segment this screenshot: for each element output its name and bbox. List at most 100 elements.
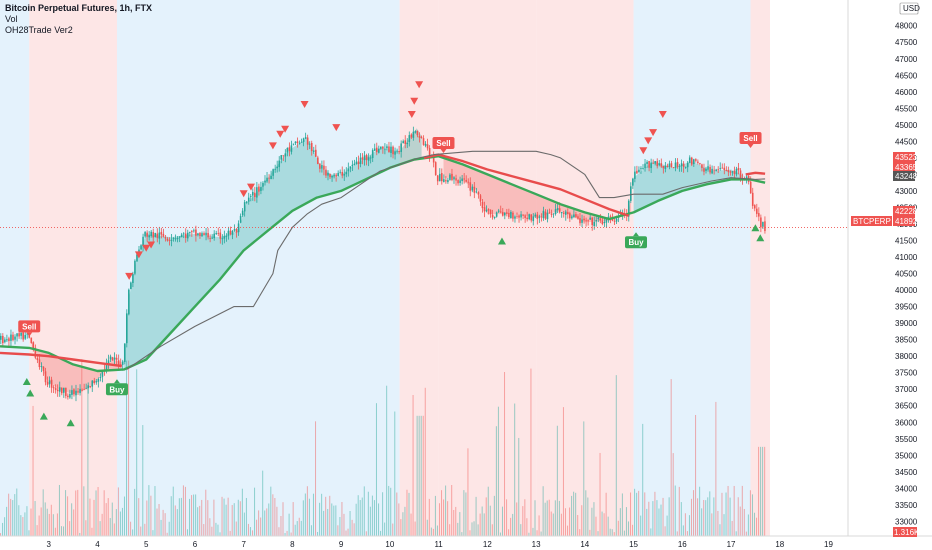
candle-body: [337, 172, 339, 177]
volume-bar: [54, 527, 56, 540]
candle-body: [729, 171, 732, 173]
candle-body: [723, 167, 726, 170]
candle-body: [548, 212, 551, 214]
candle-body: [91, 380, 94, 387]
buy-signal-box: [625, 236, 647, 249]
volume-bar: [546, 500, 548, 540]
volume-bar: [760, 446, 762, 540]
candle-body: [388, 146, 390, 153]
volume-bar: [304, 493, 306, 540]
buy-signal-pointer: [633, 232, 639, 237]
volume-bar: [243, 512, 245, 540]
volume-bar: [91, 527, 93, 540]
candle-body: [136, 254, 138, 262]
candle-body: [644, 163, 646, 169]
volume-bar: [349, 511, 351, 540]
volume-bar: [378, 503, 380, 540]
candle-body: [386, 146, 388, 149]
candle-body: [77, 391, 79, 393]
candle-body: [288, 147, 291, 151]
volume-bar: [130, 521, 132, 540]
volume-bar: [12, 500, 14, 540]
candle-body: [306, 137, 309, 145]
volume-bar: [26, 506, 28, 540]
volume-bar: [573, 491, 575, 540]
candle-body: [451, 173, 453, 180]
volume-bar: [81, 359, 83, 540]
volume-bar: [30, 508, 32, 540]
symbol-title[interactable]: Bitcoin Perpetual Futures, 1h, FTX: [5, 3, 153, 13]
down-triangle-marker: [246, 183, 255, 191]
volume-bar: [298, 517, 300, 540]
buy-signal: Buy: [625, 232, 647, 249]
volume-bar: [713, 497, 715, 540]
volume-bar: [105, 503, 107, 540]
volume-bar: [636, 492, 638, 540]
candle-body: [449, 174, 451, 180]
volume-bar: [532, 527, 534, 540]
buy-signal-pointer: [113, 379, 120, 384]
candle-body: [213, 233, 215, 239]
volume-tag-value: 1.316K: [894, 528, 920, 537]
volume-bar: [152, 530, 154, 540]
price-tick-label: 45500: [895, 104, 918, 113]
price-tick-label: 41500: [895, 237, 918, 246]
volume-bar: [402, 512, 404, 540]
volume-bar: [426, 519, 428, 540]
volume-bar: [217, 524, 219, 540]
candle-body: [514, 216, 516, 219]
candle-body: [414, 131, 417, 133]
volume-bar: [428, 498, 430, 540]
volume-bar: [241, 488, 243, 540]
price-tick-label: 33000: [895, 517, 918, 526]
volume-bar: [245, 497, 247, 540]
candle-body: [725, 170, 728, 171]
volume-bar: [16, 488, 18, 540]
volume-bar: [556, 425, 558, 540]
candle-body: [416, 130, 419, 136]
volume-bar: [627, 521, 630, 540]
candle-body: [672, 167, 675, 168]
candle-body: [760, 217, 762, 228]
strategy-indicator-label[interactable]: OH28Trade Ver2: [5, 25, 73, 35]
volume-bar: [264, 510, 266, 540]
candle-body: [107, 360, 110, 364]
volume-bar: [258, 510, 260, 540]
sell-signal-label: Sell: [22, 322, 36, 331]
volume-bar: [406, 489, 408, 540]
up-triangle-marker: [497, 237, 506, 245]
volume-bar: [225, 504, 227, 540]
candle-body: [361, 157, 364, 160]
volume-bar: [199, 505, 201, 540]
indicator-line-4: [126, 150, 766, 370]
candle-body: [46, 381, 49, 385]
volume-bar: [32, 405, 34, 540]
volume-bar: [312, 493, 315, 540]
candle-body: [282, 155, 285, 157]
candle-body: [556, 208, 559, 211]
time-tick-label: 15: [629, 540, 638, 549]
volume-indicator-label[interactable]: Vol: [5, 14, 18, 24]
volume-bar: [186, 529, 189, 540]
candle-body: [420, 136, 423, 139]
candle-body: [58, 387, 61, 392]
price-tick-label: 35000: [895, 451, 918, 460]
up-triangle-marker: [26, 389, 35, 397]
up-triangle-marker: [39, 412, 48, 420]
time-tick-label: 12: [483, 540, 492, 549]
candle-body: [650, 162, 652, 169]
volume-bar: [235, 521, 237, 540]
volume-bar: [434, 495, 436, 540]
volume-bar: [436, 525, 438, 540]
candle-body: [142, 236, 144, 246]
volume-bar: [154, 486, 156, 540]
volume-bar: [211, 526, 213, 540]
candle-body: [195, 229, 197, 236]
candle-body: [638, 169, 640, 173]
candle-body: [642, 167, 644, 169]
volume-bar: [373, 500, 375, 540]
volume-bar: [491, 524, 493, 540]
volume-bar: [300, 520, 302, 540]
